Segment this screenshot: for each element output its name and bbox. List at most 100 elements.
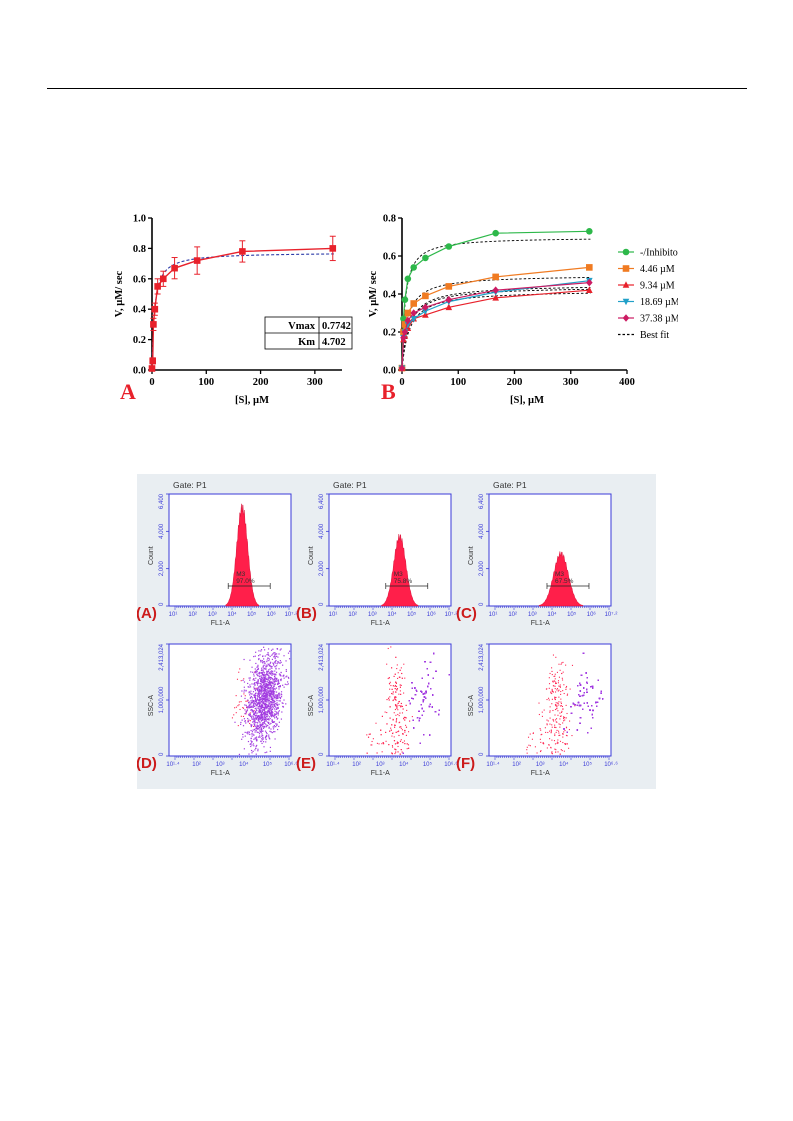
event-dot [263,683,265,686]
event-dot [551,752,553,754]
x-tick-label: 300 [307,377,323,388]
event-dot [281,694,283,696]
event-dot [549,706,551,708]
event-dot [563,684,565,686]
event-dot [269,671,271,674]
event-dot [263,679,265,681]
event-dot [256,698,259,700]
event-dot [259,706,261,708]
event-dot [259,708,261,710]
event-dot [238,704,240,706]
event-dot [257,666,259,668]
event-dot [272,707,274,709]
event-dot [275,679,277,681]
event-dot [258,717,261,719]
event-dot [366,752,368,754]
event-dot [260,649,263,651]
event-dot [368,733,370,735]
event-dot [279,696,281,699]
event-dot [261,703,263,705]
event-dot [259,702,261,705]
event-dot [272,691,274,693]
event-dot [266,665,268,667]
event-dot [271,711,273,713]
event-dot [247,733,249,735]
event-dot [555,751,557,753]
y-tick-label: 1,000,000 [319,686,325,713]
event-dot [267,715,269,717]
event-dot [249,659,251,661]
event-dot [260,720,262,722]
event-dot [261,669,263,671]
event-dot [559,715,561,717]
event-dot [242,715,245,718]
data-point [404,316,412,325]
event-dot [253,704,255,706]
event-dot [265,693,267,695]
event-dot [269,682,271,684]
event-dot [263,695,266,698]
event-dot [387,677,389,680]
event-dot [266,659,268,661]
best-fit-curve [401,288,591,371]
event-dot [270,687,273,689]
event-dot [264,686,266,688]
event-dot [564,743,566,745]
event-dot [266,699,269,701]
event-dot [267,657,269,659]
event-dot [266,700,268,702]
event-dot [400,705,402,707]
event-dot [280,679,282,682]
event-dot [248,704,250,706]
event-dot [278,710,280,712]
event-dot [541,733,543,735]
event-dot [563,750,565,752]
event-dot [264,685,267,687]
event-dot [264,676,266,678]
event-dot [253,712,256,714]
event-dot [269,688,271,690]
best-fit-curve [401,292,591,371]
event-dot [268,700,270,702]
event-dot [266,711,269,713]
event-dot [250,745,252,748]
event-dot [271,702,273,704]
x-tick-label: 10⁴ [547,611,557,618]
event-dot [242,733,244,736]
event-dot [553,675,555,677]
event-dot [559,734,561,736]
event-dot [277,717,279,719]
event-dot [267,710,270,712]
event-dot [419,717,421,719]
event-dot [270,690,272,693]
event-dot [549,730,551,732]
event-dot [253,718,255,720]
data-point [154,283,161,290]
event-dot [554,734,556,737]
event-dot [406,743,408,745]
event-dot [266,704,268,706]
event-dot [555,726,557,729]
event-dot [404,716,406,718]
event-dot [261,717,263,719]
event-dot [266,696,268,699]
event-dot [556,708,558,710]
y-tick-label: 0.0 [383,366,396,377]
event-dot [268,682,271,684]
event-dot [554,696,556,698]
event-dot [243,689,245,691]
event-dot [253,696,256,699]
event-dot [272,714,274,716]
event-dot [258,692,260,694]
event-dot [404,731,406,733]
event-dot [255,712,257,714]
event-dot [260,689,262,691]
event-dot [268,673,270,675]
gate-label: Gate: P1 [493,480,527,490]
event-dot [260,659,262,661]
event-dot [270,661,272,663]
event-dot [262,680,264,682]
event-dot [394,724,396,726]
event-dot [400,702,402,705]
